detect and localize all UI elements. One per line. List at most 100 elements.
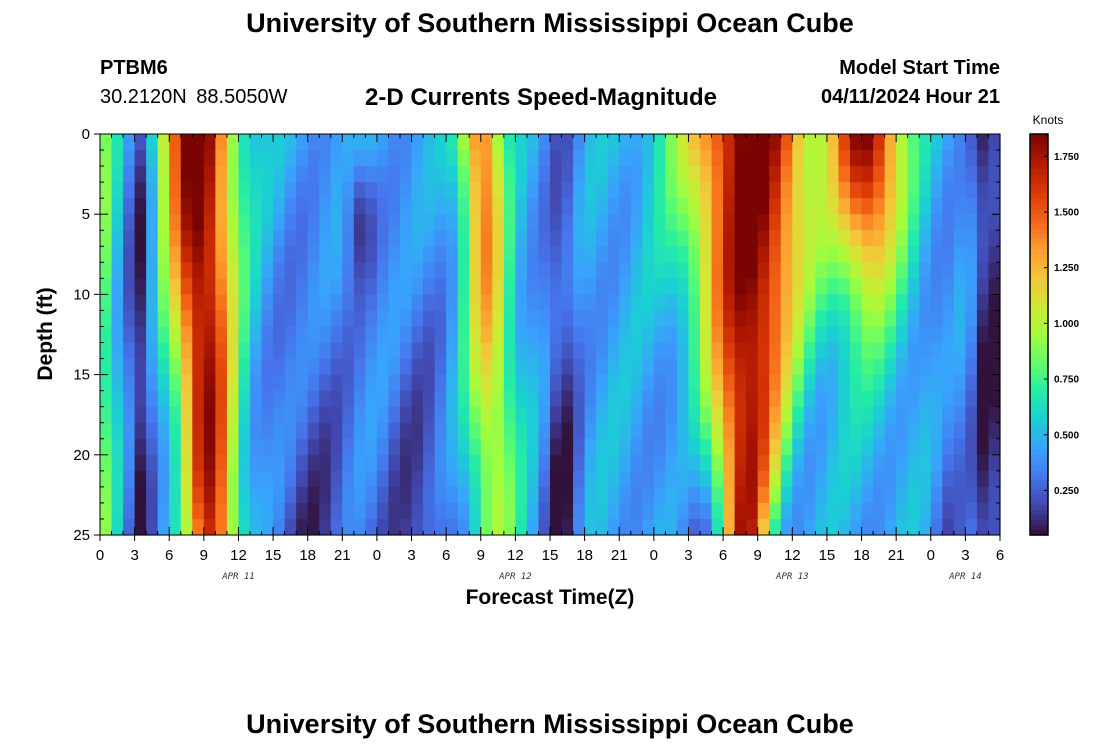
heatmap-cell: [688, 310, 701, 328]
heatmap-cell: [411, 438, 424, 456]
heatmap-cell: [734, 406, 747, 424]
heatmap-cell: [642, 438, 655, 456]
colorbar-tick-label: 0.500: [1054, 430, 1079, 441]
heatmap-cell: [757, 502, 770, 520]
heatmap-cell: [342, 214, 355, 231]
heatmap-cell: [353, 230, 366, 247]
heatmap-cell: [861, 438, 874, 456]
heatmap-cell: [826, 134, 840, 151]
heatmap-cell: [192, 486, 205, 504]
heatmap-cell: [307, 214, 320, 231]
heatmap-cell: [203, 502, 216, 520]
heatmap-cell: [550, 294, 563, 312]
heatmap-cell: [203, 342, 216, 360]
heatmap-cell: [896, 182, 909, 199]
heatmap-cell: [653, 214, 666, 231]
heatmap-cell: [469, 278, 482, 295]
heatmap-cell: [469, 262, 482, 279]
heatmap-cell: [607, 406, 620, 424]
x-tick-label: 15: [819, 547, 836, 564]
heatmap-cell: [607, 422, 620, 440]
heatmap-cell: [942, 182, 955, 199]
heatmap-cell: [907, 310, 920, 328]
heatmap-cell: [457, 326, 470, 344]
heatmap-cell: [215, 166, 228, 183]
heatmap-cell: [850, 262, 863, 279]
x-tick-label: 21: [888, 547, 905, 564]
heatmap-cell: [619, 214, 632, 231]
heatmap-cell: [203, 390, 216, 408]
heatmap-cell: [930, 166, 943, 183]
heatmap-cell: [226, 406, 240, 424]
heatmap-cell: [769, 166, 782, 183]
heatmap-cell: [123, 230, 136, 247]
heatmap-cell: [723, 310, 736, 328]
heatmap-cell: [723, 438, 736, 456]
heatmap-cell: [134, 310, 147, 328]
heatmap-cell: [676, 134, 690, 151]
heatmap-cell: [942, 326, 955, 344]
heatmap-cell: [226, 502, 240, 520]
x-tick-label: 12: [230, 547, 247, 564]
heatmap-cell: [619, 326, 632, 344]
x-tick-label: 6: [996, 547, 1004, 564]
heatmap-cell: [665, 470, 678, 488]
heatmap-cell: [157, 454, 170, 472]
heatmap-cell: [365, 214, 378, 231]
heatmap-cell: [780, 518, 793, 536]
heatmap-cell: [688, 422, 701, 440]
heatmap-cell: [596, 150, 609, 167]
heatmap-cell: [134, 438, 147, 456]
heatmap-cell: [642, 326, 655, 344]
heatmap-cell: [838, 310, 851, 328]
heatmap-cell: [619, 486, 632, 504]
heatmap-cell: [642, 182, 655, 199]
heatmap-cell: [457, 454, 470, 472]
heatmap-cell: [838, 230, 851, 247]
heatmap-cell: [550, 358, 563, 376]
heatmap-cell: [365, 150, 378, 167]
heatmap-cell: [446, 310, 459, 328]
heatmap-cell: [192, 390, 205, 408]
heatmap-cell: [757, 214, 770, 231]
heatmap-cell: [100, 214, 113, 231]
heatmap-cell: [769, 390, 782, 408]
heatmap-cell: [123, 342, 136, 360]
heatmap-cell: [111, 182, 124, 199]
heatmap-cell: [769, 262, 782, 279]
heatmap-cell: [676, 166, 690, 183]
heatmap-cell: [215, 438, 228, 456]
heatmap-cell: [238, 342, 251, 360]
heatmap-cell: [838, 502, 851, 520]
heatmap-cell: [780, 182, 793, 199]
colorbar-segment: [1030, 459, 1048, 466]
colorbar-segment: [1030, 269, 1048, 275]
heatmap-cell: [457, 518, 470, 536]
heatmap-cell: [411, 326, 424, 344]
heatmap-cell: [492, 294, 505, 312]
heatmap-cell: [573, 182, 586, 199]
heatmap-cell: [619, 246, 632, 263]
heatmap-cell: [769, 454, 782, 472]
heatmap-cell: [446, 246, 459, 263]
heatmap-cell: [596, 374, 609, 392]
heatmap-cell: [307, 310, 320, 328]
heatmap-cell: [930, 230, 943, 247]
heatmap-cell: [250, 470, 263, 488]
heatmap-cell: [307, 342, 320, 360]
heatmap-cell: [907, 214, 920, 231]
heatmap-cell: [630, 246, 643, 263]
heatmap-cell: [457, 358, 470, 376]
heatmap-cell: [688, 486, 701, 504]
heatmap-cell: [353, 422, 366, 440]
heatmap-cell: [607, 198, 620, 215]
heatmap-cell: [400, 230, 413, 247]
colorbar-segment: [1030, 369, 1048, 376]
heatmap-cell: [538, 230, 551, 247]
heatmap-cell: [446, 486, 459, 504]
heatmap-cell: [111, 310, 124, 328]
heatmap-cell: [653, 310, 666, 328]
heatmap-cell: [457, 390, 470, 408]
heatmap-cell: [284, 486, 297, 504]
heatmap-cell: [665, 294, 678, 312]
